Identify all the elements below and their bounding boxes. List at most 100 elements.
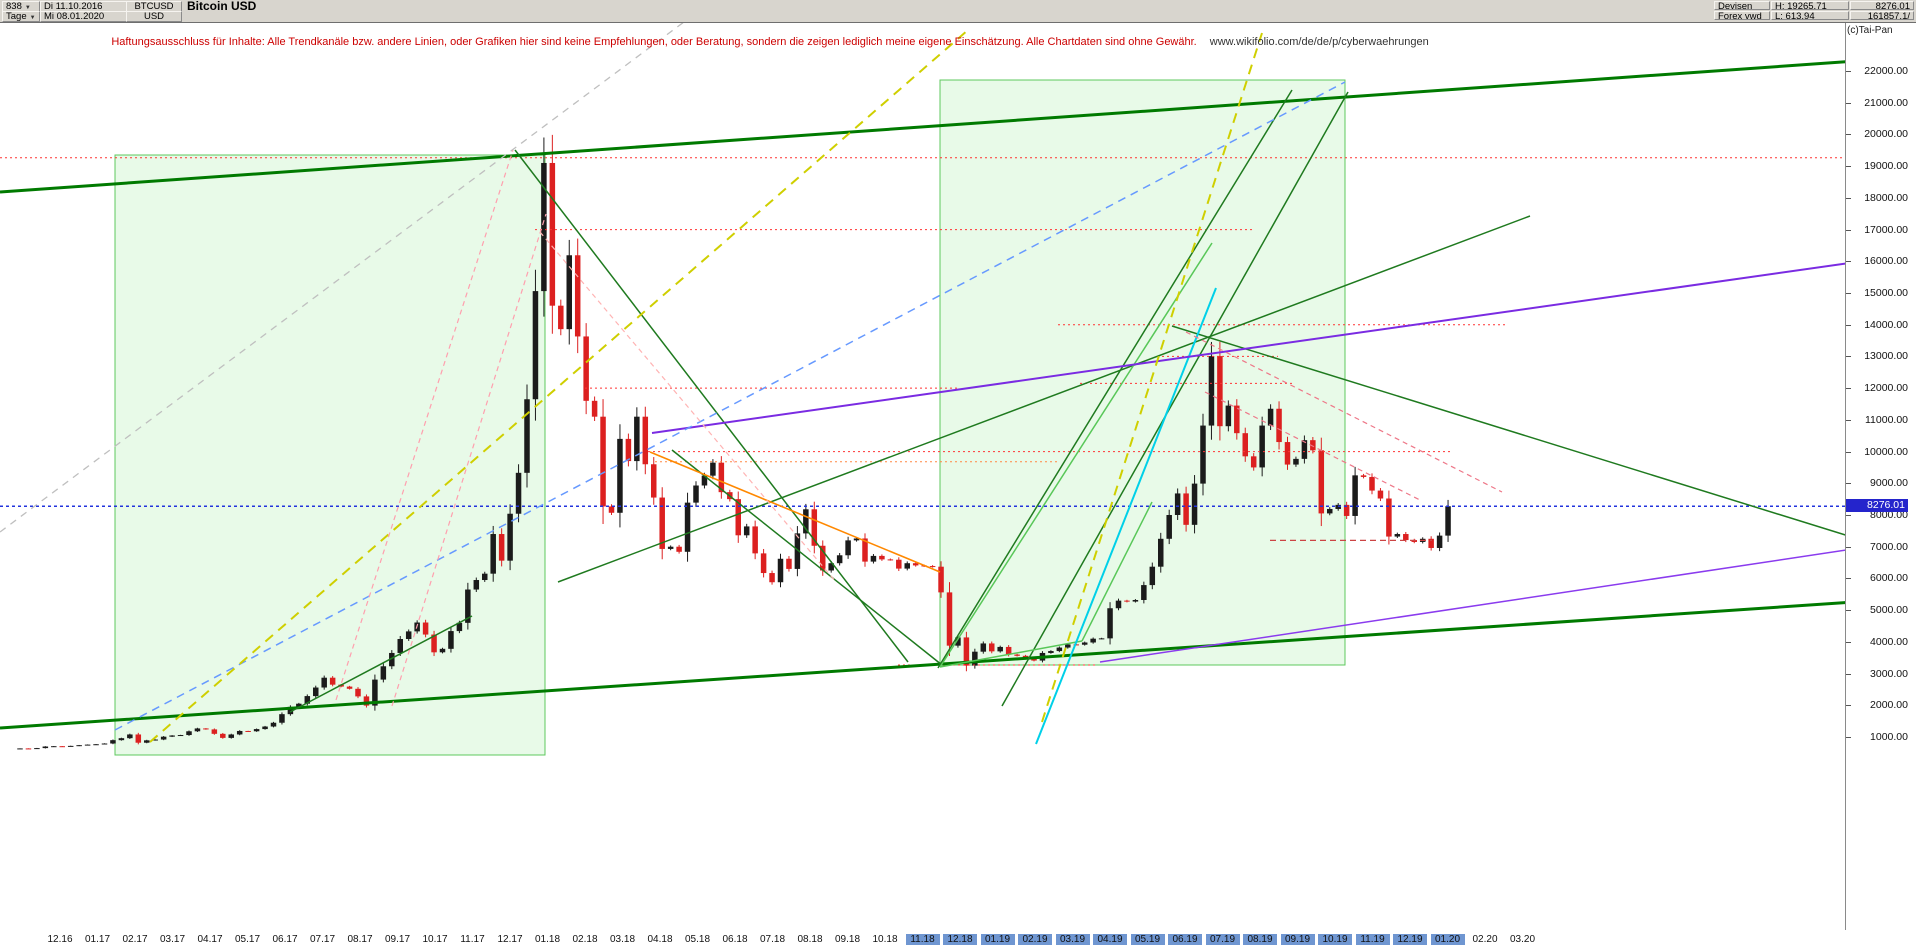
y-axis-tick (1846, 705, 1851, 707)
trendline (514, 149, 909, 663)
y-axis-label: 9000.00 (1870, 477, 1908, 490)
x-axis-label: 04.18 (647, 934, 673, 945)
trendline (1041, 32, 1263, 723)
y-axis-tick (1846, 71, 1851, 72)
x-axis-label: 03.20 (1509, 934, 1536, 945)
trendline (0, 596, 1914, 730)
y-axis-tick (1846, 197, 1851, 199)
y-axis-label: 16000.00 (1864, 255, 1908, 268)
currency-value: USD (143, 11, 165, 22)
y-axis-tick (1846, 419, 1851, 421)
y-axis-tick (1846, 134, 1851, 136)
x-axis-label: 05.17 (234, 934, 261, 945)
trendline (539, 231, 837, 583)
y-axis-label: 2000.00 (1870, 699, 1908, 712)
trendline (289, 615, 473, 713)
y-axis-tick (1846, 546, 1851, 548)
category-label: Devisen (1714, 1, 1770, 10)
x-axis-label: 10.19 (1318, 934, 1352, 945)
y-axis-label: 12000.00 (1864, 382, 1908, 395)
y-axis-tick (1846, 610, 1851, 612)
highlight-boxes (114, 79, 1346, 756)
x-axis-label: 02.19 (1018, 934, 1052, 945)
y-axis-label: 3000.00 (1870, 667, 1908, 680)
x-axis-label: 01.17 (84, 934, 111, 945)
x-axis-label: 04.19 (1093, 934, 1127, 945)
price-axis[interactable]: 22000.00 21000.00 20000.00 19000.00 18000.00… (1845, 22, 1916, 930)
low-label: L: 613.94 (1771, 11, 1849, 20)
x-axis-label: 01.20 (1430, 934, 1465, 945)
x-axis-label: 03.17 (159, 934, 186, 945)
volume-label: 161857.1/ (1850, 11, 1914, 20)
x-axis-label: 02.20 (1472, 934, 1498, 945)
symbol-value: BTCUSD (134, 1, 174, 12)
quote-info-panel: Devisen H: 19265.71 8276.01 Forex vwd L:… (1714, 1, 1914, 20)
price-levels (0, 157, 1845, 666)
disclaimer-body: Haftungsausschluss für Inhalte: Alle Tre… (111, 36, 1197, 48)
trendline (671, 449, 943, 666)
y-axis-tick (1846, 641, 1851, 643)
x-axis-label: 11.17 (460, 934, 485, 945)
trendline (557, 215, 1531, 583)
end-date-field[interactable]: Mi 08.01.2020 (40, 11, 128, 22)
x-axis-label: 08.17 (347, 934, 373, 945)
x-axis-label: 05.18 (684, 934, 711, 945)
disclaimer-text: Haftungsausschluss für Inhalte: Alle Tre… (0, 36, 1540, 48)
period-value: Tage (6, 11, 27, 22)
instrument-title-text: Bitcoin USD (187, 0, 257, 13)
x-axis-label: 10.17 (422, 934, 448, 945)
highlight-box (939, 79, 1346, 666)
x-axis-label: 03.19 (1055, 934, 1090, 945)
x-axis-label: 07.18 (759, 934, 786, 945)
y-axis-tick (1846, 293, 1851, 294)
period-select[interactable]: Tage ▼ (2, 11, 40, 22)
high-label: H: 19265.71 (1771, 1, 1849, 10)
time-axis[interactable]: 12.16 01.17 02.17 03.17 04.17 05.17 06.17 07.17… (0, 930, 1845, 952)
x-axis-label: 12.18 (943, 934, 977, 945)
x-axis-label: 12.19 (1393, 934, 1427, 945)
trendline (0, 9, 701, 533)
x-axis-label: 04.17 (197, 934, 223, 945)
y-axis-label: 17000.00 (1864, 223, 1908, 236)
y-axis-tick (1846, 388, 1851, 390)
x-axis-label: 01.18 (534, 934, 561, 945)
y-axis-label: 4000.00 (1870, 635, 1908, 648)
y-axis-tick (1846, 356, 1851, 358)
last-price-label: 8276.01 (1850, 1, 1914, 10)
y-axis-label: 5000.00 (1870, 604, 1908, 617)
y-axis-label: 1000.00 (1870, 731, 1908, 743)
highlight-box (114, 154, 546, 756)
x-axis-label: 06.19 (1168, 934, 1202, 945)
y-axis-tick (1846, 261, 1851, 263)
y-axis-label: 22000.00 (1864, 65, 1908, 77)
y-axis-tick (1846, 483, 1851, 485)
y-axis-tick (1846, 324, 1851, 326)
x-axis-label: 08.18 (797, 934, 823, 945)
y-axis-tick (1846, 166, 1851, 168)
trendline (939, 640, 1083, 668)
y-axis-label: 7000.00 (1870, 540, 1908, 553)
y-axis-label: 18000.00 (1864, 191, 1908, 204)
currency-label: USD (126, 11, 182, 22)
x-axis-label: 09.19 (1280, 934, 1315, 945)
trendline (1035, 287, 1217, 745)
y-axis-label: 21000.00 (1864, 96, 1908, 109)
chevron-down-icon: ▼ (24, 5, 31, 11)
x-axis-label: 01.19 (980, 934, 1015, 945)
chevron-down-icon: ▼ (29, 15, 36, 21)
last-price-tag: 8276.01 (1846, 499, 1908, 513)
trendline (114, 81, 1346, 731)
candles (17, 134, 1451, 750)
y-axis-label: 19000.00 (1864, 160, 1908, 173)
trendline (1099, 539, 1914, 663)
y-axis-tick (1846, 673, 1851, 675)
trendline (1001, 91, 1349, 707)
x-axis-label: 05.19 (1130, 934, 1165, 945)
trendline (651, 253, 1914, 434)
y-axis-tick (1846, 102, 1851, 104)
trendline (1171, 325, 1914, 557)
trendline (335, 149, 514, 701)
trendline (937, 89, 1293, 669)
